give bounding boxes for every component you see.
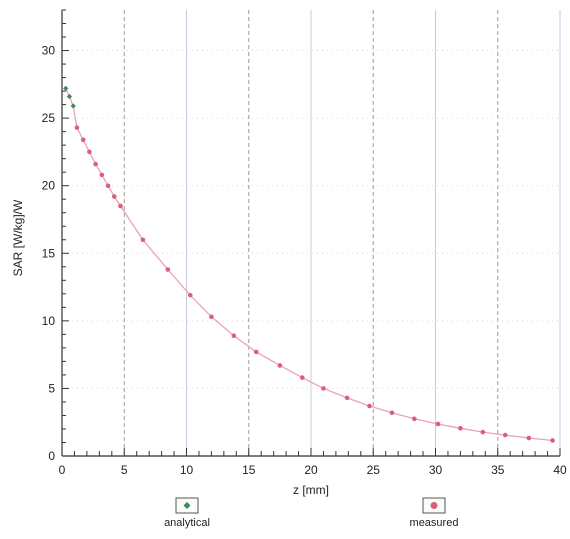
x-tick-label: 35 xyxy=(491,463,505,477)
x-tick-label: 25 xyxy=(367,463,381,477)
legend-marker-measured xyxy=(430,502,438,509)
measured-point xyxy=(187,292,193,298)
measured-point xyxy=(277,363,283,368)
data-points xyxy=(63,85,555,443)
tick-labels: 0 5 10 15 20 25 30 35 40 0 5 10 15 20 25 30 xyxy=(42,44,567,477)
measured-point xyxy=(367,403,372,409)
measured-point xyxy=(105,183,111,188)
measured-point xyxy=(118,203,123,209)
analytical-point xyxy=(66,93,73,100)
measured-point xyxy=(412,416,417,422)
measured-point xyxy=(87,149,92,155)
measured-point xyxy=(140,237,146,243)
measured-point xyxy=(458,425,463,431)
analytical-point xyxy=(63,85,69,91)
y-tick-label: 25 xyxy=(42,111,56,125)
y-axis-label: SAR [W/kg]/W xyxy=(11,199,25,276)
y-tick-label: 20 xyxy=(42,179,56,193)
measured-point xyxy=(299,375,305,380)
x-tick-label: 0 xyxy=(59,463,66,477)
y-tick-label: 0 xyxy=(48,449,55,463)
measured-point xyxy=(231,333,237,339)
legend-label-analytical: analytical xyxy=(164,517,210,529)
legend: analytical measured xyxy=(164,497,459,529)
measured-point xyxy=(209,314,214,320)
legend-label-measured: measured xyxy=(410,517,459,529)
x-tick-label: 30 xyxy=(429,463,443,477)
measured-point xyxy=(74,125,80,130)
measured-point xyxy=(502,432,508,438)
axes xyxy=(61,9,561,457)
y-tick-label: 5 xyxy=(48,381,55,395)
legend-marker-analytical xyxy=(183,502,191,509)
y-tick-label: 15 xyxy=(42,246,56,260)
measured-point xyxy=(80,137,86,143)
grid xyxy=(62,10,561,456)
y-tick-label: 30 xyxy=(42,44,56,58)
measured-point xyxy=(99,172,105,178)
analytical-point xyxy=(70,103,76,109)
x-tick-label: 15 xyxy=(242,463,256,477)
y-tick-label: 10 xyxy=(42,314,56,328)
measured-point xyxy=(111,194,117,199)
x-tick-label: 20 xyxy=(304,463,318,477)
measured-point xyxy=(526,435,532,441)
measured-point xyxy=(480,429,486,435)
measured-point xyxy=(550,438,555,443)
measured-point xyxy=(435,421,441,427)
x-tick-label: 5 xyxy=(121,463,128,477)
x-tick-label: 40 xyxy=(553,463,567,477)
measured-point xyxy=(344,395,350,401)
measured-point xyxy=(253,349,259,355)
measured-point xyxy=(389,410,395,416)
measured-point xyxy=(165,267,171,272)
measured-point xyxy=(93,161,98,167)
x-axis-label: z [mm] xyxy=(293,483,329,497)
x-tick-label: 10 xyxy=(180,463,194,477)
measured-point xyxy=(321,386,326,391)
